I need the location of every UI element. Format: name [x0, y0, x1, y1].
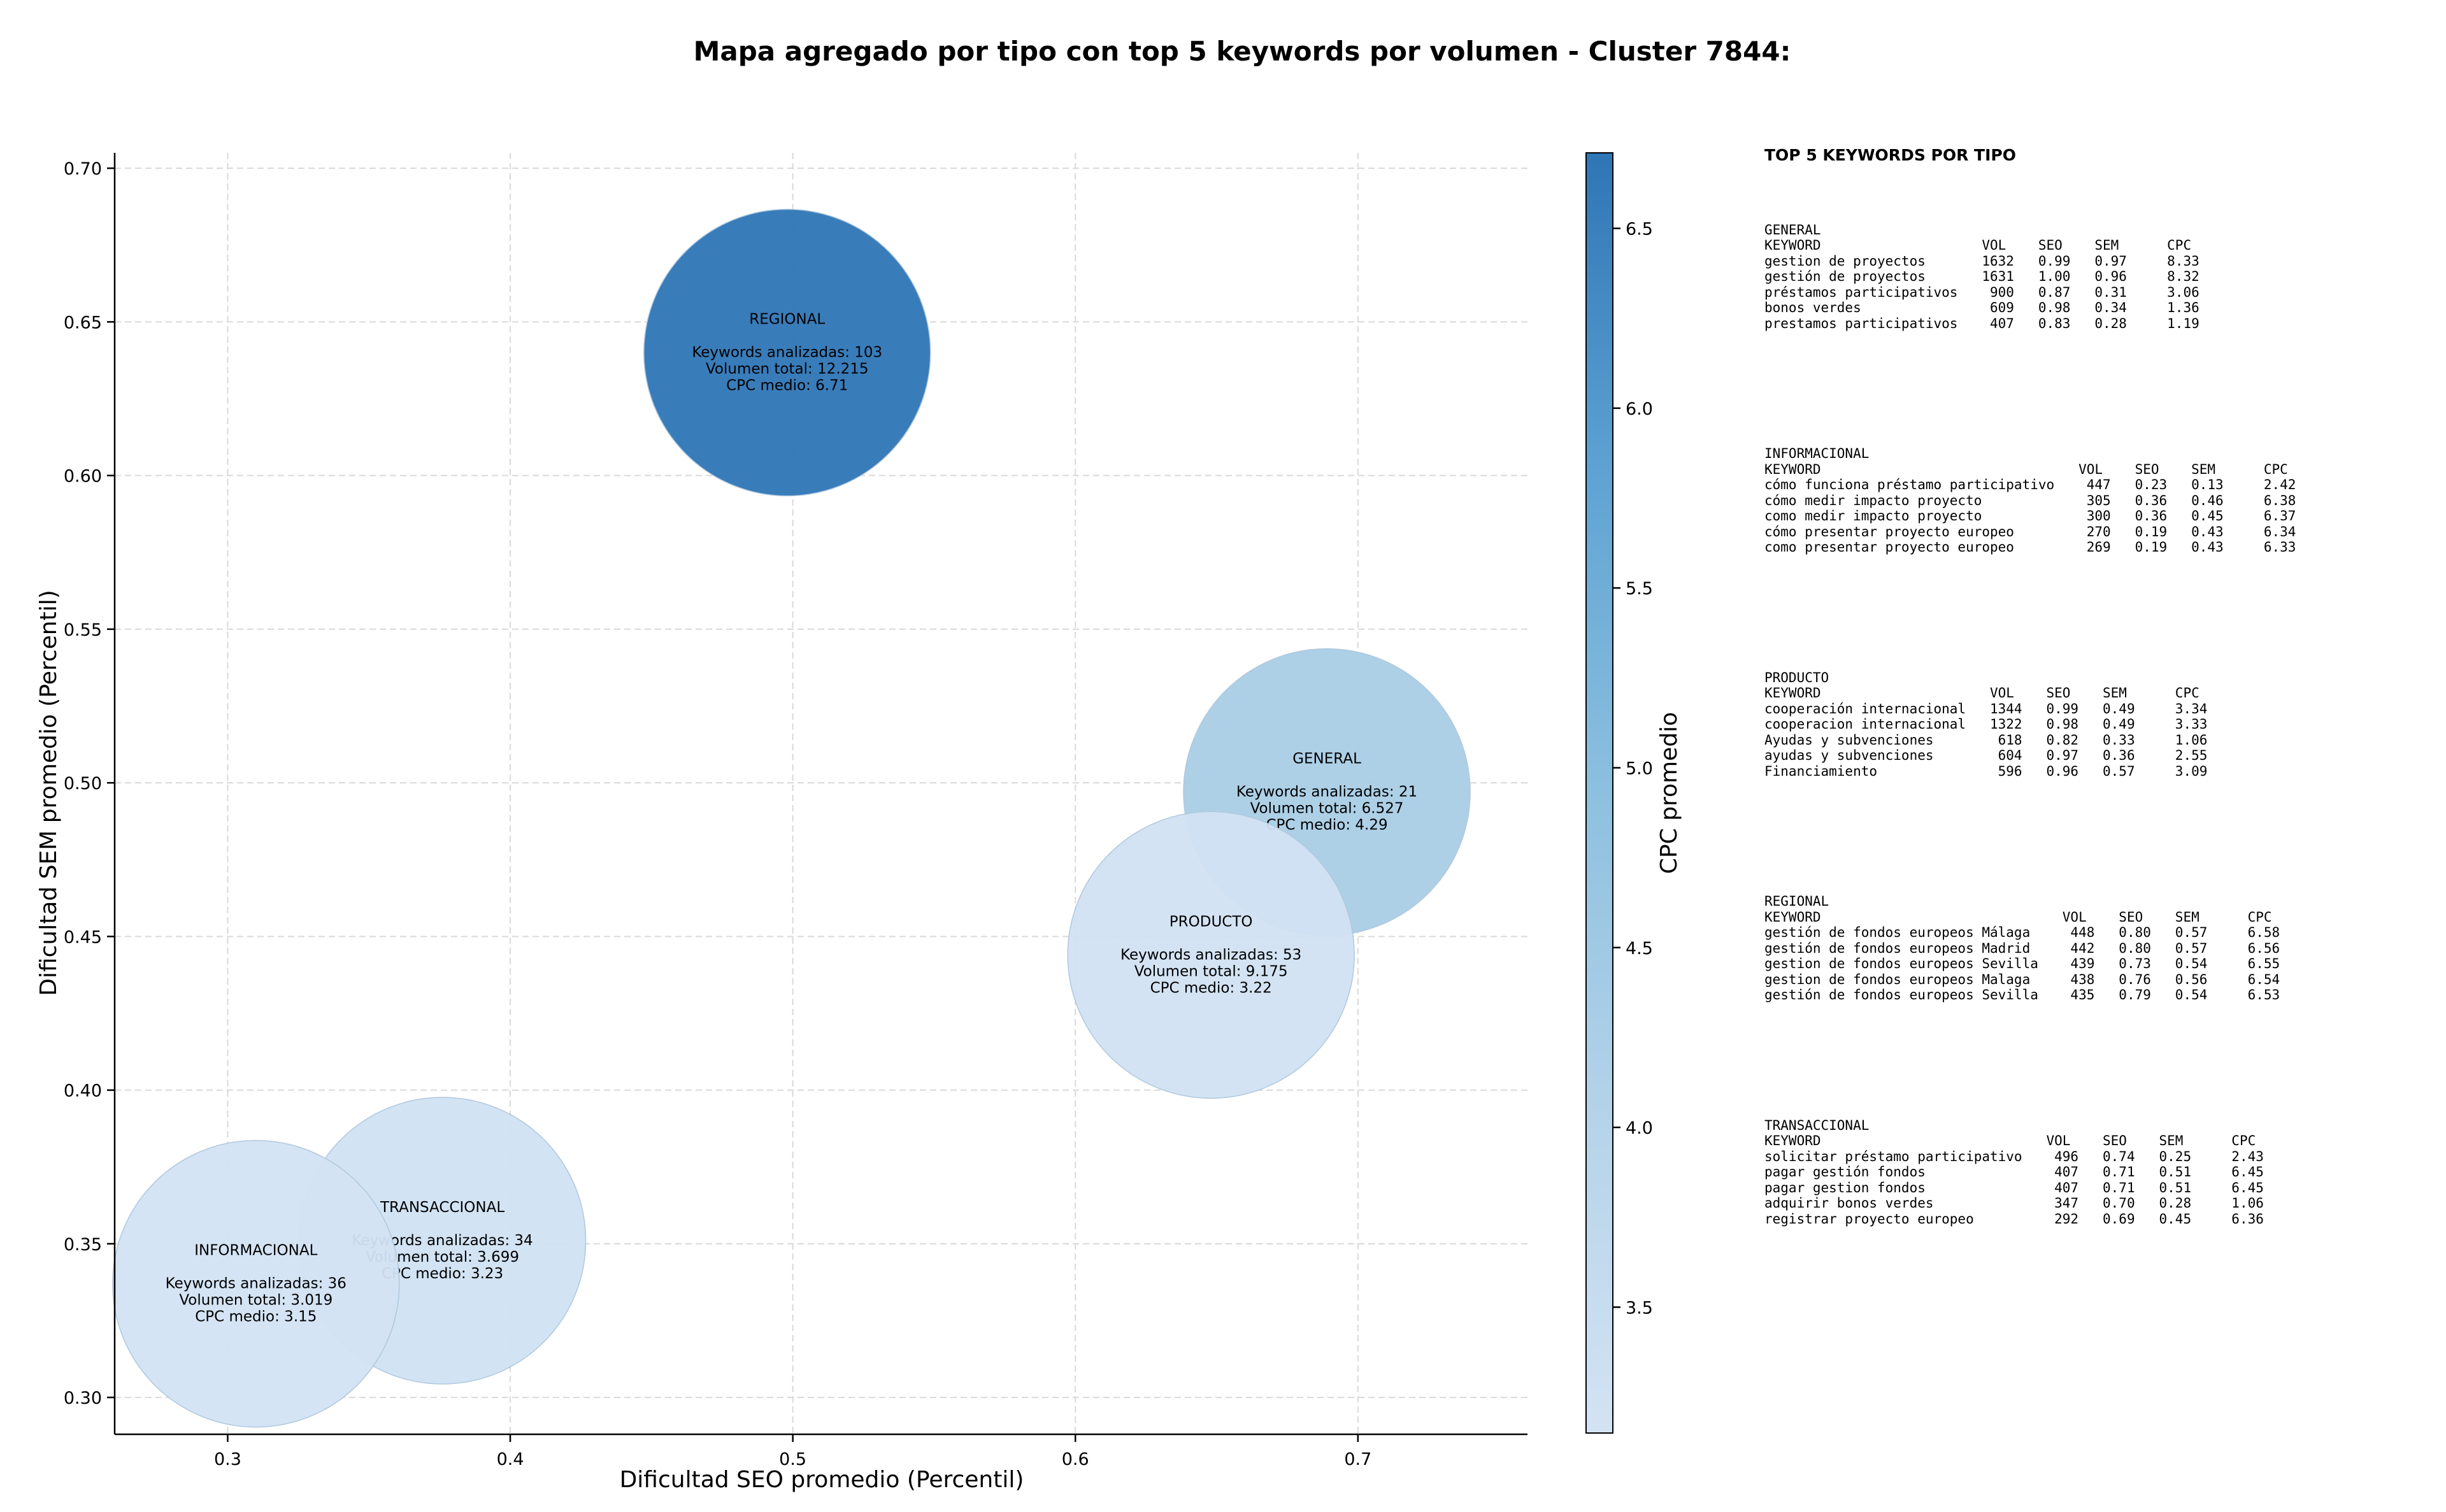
y-tick-label: 0.50: [64, 774, 102, 794]
bubble-volume-informacional: Volumen total: 3.019: [179, 1292, 333, 1309]
bubble-cpc-producto: CPC medio: 3.22: [1150, 980, 1272, 996]
bubble-regional: [643, 208, 931, 497]
grid: [115, 153, 1527, 1434]
keyword-row: bonos verdes 609 0.98 0.34 1.36: [1764, 300, 2199, 315]
keyword-row: solicitar préstamo participativo 496 0.7…: [1764, 1148, 2264, 1164]
y-tick-label: 0.45: [64, 927, 102, 947]
y-tick-label: 0.40: [64, 1081, 102, 1101]
colorbar-gradient: [1585, 152, 1613, 1434]
bubble-label-producto: PRODUCTO: [1169, 913, 1253, 930]
keyword-row: pagar gestión fondos 407 0.71 0.51 6.45: [1764, 1164, 2264, 1180]
keyword-row: gestion de fondos europeos Sevilla 439 0…: [1764, 956, 2280, 971]
keyword-row: gestion de proyectos 1632 0.99 0.97 8.33: [1764, 253, 2199, 269]
group-column-header: KEYWORD VOL SEO SEM CPC: [1764, 461, 2288, 477]
keyword-row: cómo medir impacto proyecto 305 0.36 0.4…: [1764, 492, 2296, 508]
keyword-row: cómo presentar proyecto europeo 270 0.19…: [1764, 524, 2296, 539]
bubble-volume-producto: Volumen total: 9.175: [1134, 963, 1288, 980]
colorbar-tick-label: 6.0: [1626, 399, 1653, 419]
keyword-row: gestión de fondos europeos Madrid 442 0.…: [1764, 940, 2280, 956]
group-title: REGIONAL: [1764, 894, 1829, 909]
y-tick-label: 0.70: [64, 159, 102, 179]
keyword-row: cómo funciona préstamo participativo 447…: [1764, 477, 2296, 492]
keyword-row: cooperacion internacional 1322 0.98 0.49…: [1764, 717, 2208, 732]
bubble-label-regional: REGIONAL: [749, 311, 825, 328]
keyword-row: gestión de fondos europeos Sevilla 435 0…: [1764, 987, 2280, 1002]
keyword-group-regional: REGIONAL KEYWORD VOL SEO SEM CPC gestión d…: [1764, 894, 2427, 1003]
colorbar-tick-label: 5.0: [1626, 759, 1653, 778]
group-title: GENERAL: [1764, 222, 1821, 238]
keyword-row: gestión de fondos europeos Málaga 448 0.…: [1764, 925, 2280, 940]
top-keywords-panel: TOP 5 KEYWORDS POR TIPO GENERAL KEYWORD V…: [1764, 146, 2427, 1227]
colorbar-tick-label: 4.0: [1626, 1118, 1653, 1138]
y-tick-label: 0.35: [64, 1235, 102, 1255]
bubble-producto: [1067, 811, 1355, 1099]
chart-title: Mapa agregado por tipo con top 5 keyword…: [694, 36, 1791, 67]
y-axis-label: Dificultad SEM promedio (Percentil): [36, 590, 62, 996]
x-tick-label: 0.7: [1344, 1450, 1371, 1469]
keyword-row: cooperación internacional 1344 0.99 0.49…: [1764, 701, 2208, 717]
bubble-cpc-transaccional: CPC medio: 3.23: [382, 1266, 503, 1282]
keyword-row: ayudas y subvenciones 604 0.97 0.36 2.55: [1764, 748, 2208, 763]
group-column-header: KEYWORD VOL SEO SEM CPC: [1764, 1133, 2256, 1148]
bubble-volume-regional: Volumen total: 12.215: [706, 361, 869, 378]
bubble-keywords-informacional: Keywords analizadas: 36: [166, 1276, 347, 1292]
bubble-label-informacional: INFORMACIONAL: [194, 1243, 317, 1259]
bubble-informacional: [112, 1139, 400, 1428]
group-column-header: KEYWORD VOL SEO SEM CPC: [1764, 909, 2272, 925]
x-tick-label: 0.4: [497, 1450, 524, 1469]
keyword-group-producto: PRODUCTO KEYWORD VOL SEO SEM CPC cooperaci…: [1764, 670, 2427, 780]
y-tick-label: 0.60: [64, 467, 102, 487]
group-title: INFORMACIONAL: [1764, 446, 1870, 461]
x-axis-label: Dificultad SEO promedio (Percentil): [620, 1467, 1024, 1493]
x-tick-label: 0.6: [1062, 1450, 1089, 1469]
keyword-row: gestion de fondos europeos Malaga 438 0.…: [1764, 971, 2280, 987]
axes: 0.3 0.4 0.5 0.6 0.7 0.30 0.35 0.40 0.45 0.50 0.55 0…: [64, 153, 1527, 1469]
bubble-label-general: GENERAL: [1292, 751, 1361, 767]
y-tick-label: 0.30: [64, 1388, 102, 1408]
colorbar-tick-label: 4.5: [1626, 939, 1653, 959]
keyword-row: gestión de proyectos 1631 1.00 0.96 8.32: [1764, 269, 2199, 284]
bubble-cpc-informacional: CPC medio: 3.15: [195, 1309, 317, 1325]
keyword-group-transaccional: TRANSACCIONAL KEYWORD VOL SEO SEM CPC soli…: [1764, 1118, 2427, 1227]
keyword-group-general: GENERAL KEYWORD VOL SEO SEM CPC gestion de…: [1764, 222, 2427, 332]
group-title: PRODUCTO: [1764, 669, 1829, 685]
colorbar-tick-label: 3.5: [1626, 1298, 1653, 1318]
y-tick-label: 0.55: [64, 620, 102, 640]
colorbar-label: CPC promedio: [1656, 712, 1682, 874]
keyword-groups: GENERAL KEYWORD VOL SEO SEM CPC gestion de…: [1764, 222, 2427, 1227]
keyword-row: Ayudas y subvenciones 618 0.82 0.33 1.06: [1764, 732, 2208, 748]
keyword-row: Financiamiento 596 0.96 0.57 3.09: [1764, 763, 2208, 779]
bubble-volume-general: Volumen total: 6.527: [1250, 801, 1404, 817]
keyword-row: registrar proyecto europeo 292 0.69 0.45…: [1764, 1211, 2264, 1227]
bubble-cpc-general: CPC medio: 4.29: [1266, 817, 1387, 834]
group-column-header: KEYWORD VOL SEO SEM CPC: [1764, 685, 2199, 701]
keyword-row: préstamos participativos 900 0.87 0.31 3…: [1764, 284, 2199, 300]
x-tick-label: 0.5: [779, 1450, 806, 1469]
keyword-row: como medir impacto proyecto 300 0.36 0.4…: [1764, 508, 2296, 524]
keyword-row: prestamos participativos 407 0.83 0.28 1…: [1764, 315, 2199, 331]
bubble-keywords-general: Keywords analizadas: 21: [1236, 784, 1417, 801]
keyword-row: adquirir bonos verdes 347 0.70 0.28 1.06: [1764, 1195, 2264, 1211]
colorbar-tick-label: 6.5: [1626, 220, 1653, 239]
bubble-keywords-producto: Keywords analizadas: 53: [1120, 946, 1301, 963]
colorbar-tick-label: 5.5: [1626, 579, 1653, 599]
panel-heading: TOP 5 KEYWORDS POR TIPO: [1764, 146, 2016, 164]
keyword-group-informacional: INFORMACIONAL KEYWORD VOL SEO SEM CPC cómo…: [1764, 446, 2427, 555]
keyword-row: pagar gestion fondos 407 0.71 0.51 6.45: [1764, 1180, 2264, 1195]
bubble-cpc-regional: CPC medio: 6.71: [726, 378, 848, 394]
x-tick-label: 0.3: [214, 1450, 241, 1469]
bubble-label-transaccional: TRANSACCIONAL: [380, 1199, 504, 1216]
y-tick-label: 0.65: [64, 313, 102, 332]
bubble-keywords-regional: Keywords analizadas: 103: [692, 345, 882, 361]
keyword-row: como presentar proyecto europeo 269 0.19…: [1764, 539, 2296, 555]
group-title: TRANSACCIONAL: [1764, 1117, 1870, 1133]
colorbar: 3.5 4.0 4.5 5.0 5.5 6.0 6.5: [1585, 152, 1653, 1434]
group-column-header: KEYWORD VOL SEO SEM CPC: [1764, 238, 2192, 253]
